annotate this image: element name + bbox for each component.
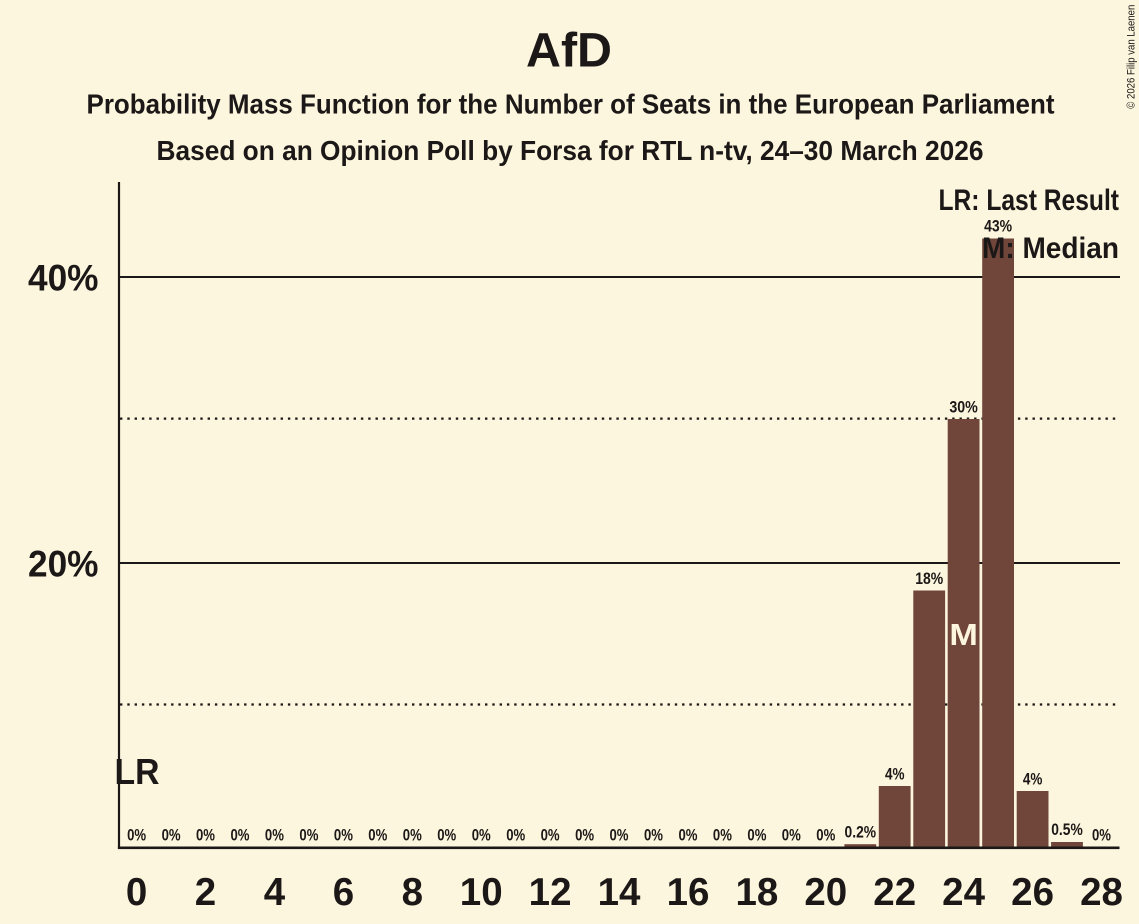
svg-text:30%: 30% xyxy=(949,399,978,417)
svg-text:LR: Last Result: LR: Last Result xyxy=(939,184,1120,217)
svg-text:18%: 18% xyxy=(915,570,943,588)
svg-text:0%: 0% xyxy=(231,827,250,845)
svg-text:0%: 0% xyxy=(816,827,835,845)
svg-text:28: 28 xyxy=(1080,871,1123,914)
svg-text:0%: 0% xyxy=(679,827,698,845)
svg-text:0%: 0% xyxy=(437,827,456,845)
svg-text:4%: 4% xyxy=(1023,771,1043,789)
svg-text:M: Median: M: Median xyxy=(982,232,1119,265)
svg-text:© 2026 Filip van Laenen: © 2026 Filip van Laenen xyxy=(1126,5,1138,109)
svg-text:0%: 0% xyxy=(610,827,629,845)
svg-text:0%: 0% xyxy=(196,827,215,845)
svg-text:22: 22 xyxy=(873,871,916,914)
svg-text:0%: 0% xyxy=(127,827,146,845)
svg-text:10: 10 xyxy=(460,871,503,914)
svg-text:6: 6 xyxy=(333,871,354,914)
svg-text:4%: 4% xyxy=(885,766,905,784)
svg-text:0%: 0% xyxy=(334,827,353,845)
svg-text:0%: 0% xyxy=(541,827,560,845)
svg-text:40%: 40% xyxy=(28,257,99,298)
svg-text:M: M xyxy=(949,618,978,652)
svg-text:24: 24 xyxy=(942,871,985,914)
svg-text:0%: 0% xyxy=(472,827,491,845)
svg-text:0%: 0% xyxy=(1092,827,1111,845)
svg-text:0%: 0% xyxy=(299,827,318,845)
svg-text:0.2%: 0.2% xyxy=(845,824,877,842)
svg-text:4: 4 xyxy=(264,871,286,914)
svg-text:Probability Mass Function for: Probability Mass Function for the Number… xyxy=(87,89,1055,120)
svg-text:0%: 0% xyxy=(162,827,181,845)
svg-text:43%: 43% xyxy=(984,218,1012,236)
svg-text:LR: LR xyxy=(115,751,160,792)
svg-text:20: 20 xyxy=(804,871,847,914)
svg-text:0%: 0% xyxy=(403,827,422,845)
svg-text:8: 8 xyxy=(402,871,423,914)
svg-text:0%: 0% xyxy=(782,827,801,845)
svg-text:12: 12 xyxy=(529,871,572,914)
svg-text:0: 0 xyxy=(126,871,147,914)
svg-text:0%: 0% xyxy=(506,827,525,845)
svg-text:0%: 0% xyxy=(575,827,594,845)
svg-text:2: 2 xyxy=(195,871,216,914)
svg-text:0.5%: 0.5% xyxy=(1051,821,1083,839)
svg-text:0%: 0% xyxy=(368,827,387,845)
svg-text:Based on an Opinion Poll by Fo: Based on an Opinion Poll by Forsa for RT… xyxy=(157,135,984,166)
svg-text:26: 26 xyxy=(1011,871,1054,914)
svg-text:18: 18 xyxy=(735,871,778,914)
svg-text:AfD: AfD xyxy=(526,25,612,78)
svg-text:16: 16 xyxy=(667,871,710,914)
svg-text:14: 14 xyxy=(598,871,641,914)
svg-text:0%: 0% xyxy=(747,827,766,845)
svg-text:0%: 0% xyxy=(644,827,663,845)
svg-text:0%: 0% xyxy=(265,827,284,845)
svg-text:0%: 0% xyxy=(713,827,732,845)
svg-text:20%: 20% xyxy=(28,543,99,584)
